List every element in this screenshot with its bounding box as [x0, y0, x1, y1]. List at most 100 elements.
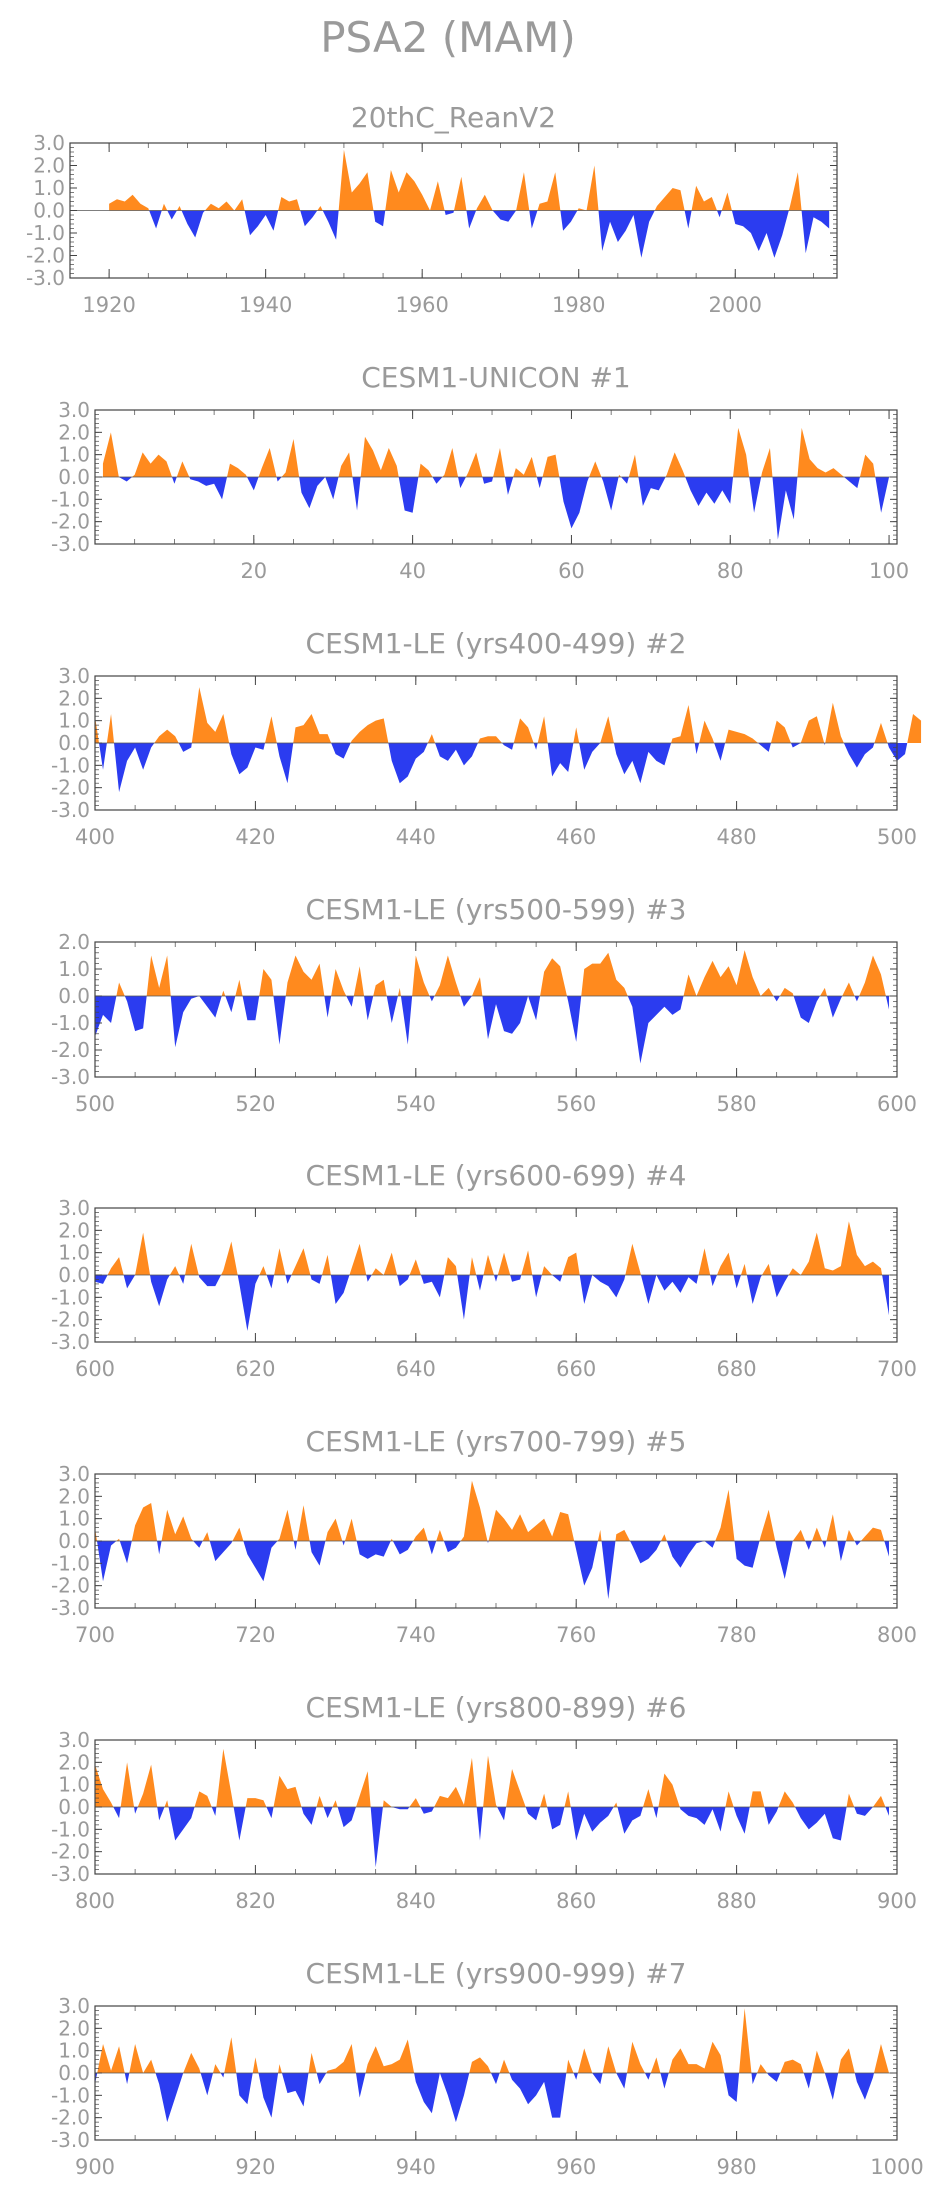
y-tick-label: -1.0: [51, 2083, 90, 2107]
panel-title: CESM1-LE (yrs900-999) #7: [306, 1957, 687, 1990]
y-tick-label: -2.0: [26, 244, 65, 268]
y-tick-label: 0.0: [58, 1795, 90, 1819]
x-tick-label: 780: [717, 1623, 757, 1647]
x-tick-label: 700: [877, 1357, 917, 1381]
negative-area: [95, 996, 889, 1064]
y-tick-label: -3.0: [51, 798, 90, 822]
panel-title: CESM1-LE (yrs600-699) #4: [306, 1159, 687, 1192]
y-tick-label: 2.0: [33, 154, 65, 178]
x-tick-label: 600: [75, 1357, 115, 1381]
y-tick-label: 0.0: [58, 465, 90, 489]
y-tick-label: -1.0: [26, 221, 65, 245]
y-tick-label: -3.0: [51, 532, 90, 556]
y-tick-label: 0.0: [58, 984, 90, 1008]
x-tick-label: 600: [877, 1092, 917, 1116]
x-tick-label: 500: [75, 1092, 115, 1116]
y-tick-label: 0.0: [33, 199, 65, 223]
y-tick-label: 2.0: [58, 420, 90, 444]
x-tick-label: 900: [75, 2155, 115, 2179]
y-tick-label: -2.0: [51, 1840, 90, 1864]
y-tick-label: 1.0: [58, 709, 90, 733]
x-tick-label: 820: [235, 1889, 275, 1913]
y-tick-label: -1.0: [51, 1817, 90, 1841]
positive-area: [95, 1480, 889, 1541]
panels-container: 20thC_ReanV23.02.01.00.0-1.0-2.0-3.01920…: [26, 101, 924, 2179]
positive-area: [109, 149, 830, 211]
y-tick-label: -3.0: [51, 1330, 90, 1354]
negative-area: [95, 2073, 889, 2123]
chart-panel-2: CESM1-UNICON #1 3.02.01.00.0-1.0-2.0-3.0 2…: [51, 361, 909, 583]
x-tick-label: 840: [396, 1889, 436, 1913]
y-tick-label: -2.0: [51, 2106, 90, 2130]
x-tick-label: 460: [556, 825, 596, 849]
x-tick-label: 420: [235, 825, 275, 849]
negative-area: [95, 1275, 889, 1331]
y-tick-label: -1.0: [51, 1011, 90, 1035]
positive-area: [95, 950, 889, 996]
x-tick-label: 60: [558, 559, 585, 583]
x-tick-label: 900: [877, 1889, 917, 1913]
y-tick-label: 3.0: [58, 1462, 90, 1486]
x-tick-label: 980: [717, 2155, 757, 2179]
x-tick-label: 800: [75, 1889, 115, 1913]
y-tick-label: 0.0: [58, 2061, 90, 2085]
y-tick-label: 0.0: [58, 731, 90, 755]
x-tick-label: 720: [235, 1623, 275, 1647]
y-tick-label: 1.0: [58, 443, 90, 467]
chart-panel-4: CESM1-LE (yrs500-599) #3 2.0 1.0 0.0 -1.0 -2.…: [51, 893, 917, 1116]
negative-area: [95, 1541, 889, 1600]
x-tick-label: 680: [717, 1357, 757, 1381]
y-tick-label: -3.0: [51, 1862, 90, 1886]
x-tick-label: 440: [396, 825, 436, 849]
panel-title: CESM1-LE (yrs400-499) #2: [306, 627, 687, 660]
x-tick-label: 400: [75, 825, 115, 849]
y-tick-label: -3.0: [51, 1596, 90, 1620]
y-tick-label: 1.0: [58, 957, 90, 981]
x-tick-label: 80: [717, 559, 744, 583]
x-tick-label: 580: [717, 1092, 757, 1116]
chart-panel-3: CESM1-LE (yrs400-499) #2 3.02.01.00.0-1.0…: [51, 627, 922, 849]
y-tick-label: 1.0: [58, 2039, 90, 2063]
y-tick-label: 0.0: [58, 1529, 90, 1553]
y-tick-label: 1.0: [58, 1241, 90, 1265]
figure-title: PSA2 (MAM): [320, 13, 576, 62]
positive-area: [102, 427, 890, 477]
x-tick-label: 660: [556, 1357, 596, 1381]
panel-title: CESM1-LE (yrs700-799) #5: [306, 1425, 687, 1458]
chart-panel-6: CESM1-LE (yrs700-799) #5 3.02.01.00.0-1.0…: [51, 1425, 917, 1647]
y-tick-label: 3.0: [58, 398, 90, 422]
panel-title: CESM1-LE (yrs800-899) #6: [306, 1691, 687, 1724]
x-tick-label: 960: [556, 2155, 596, 2179]
x-tick-label: 540: [396, 1092, 436, 1116]
positive-area: [95, 687, 922, 743]
x-tick-label: 20: [240, 559, 267, 583]
chart-panel-1: 20thC_ReanV2 3.02.01.00.0-1.0-2.0-3.0 1920…: [26, 101, 838, 317]
x-tick-label: 560: [556, 1092, 596, 1116]
y-tick-label: -2.0: [51, 1038, 90, 1062]
x-tick-label: 1960: [395, 293, 448, 317]
x-tick-label: 940: [396, 2155, 436, 2179]
positive-area: [95, 1748, 889, 1807]
y-tick-label: -3.0: [51, 2128, 90, 2152]
x-tick-label: 1980: [552, 293, 605, 317]
y-tick-label: -2.0: [51, 510, 90, 534]
y-tick-label: 2.0: [58, 2016, 90, 2040]
y-tick-label: 2.0: [58, 686, 90, 710]
y-tick-label: 3.0: [58, 1196, 90, 1220]
panel-title: 20thC_ReanV2: [351, 101, 556, 134]
y-tick-label: -3.0: [26, 266, 65, 290]
chart-panel-8: CESM1-LE (yrs900-999) #7 3.02.01.00.0-1.0…: [51, 1957, 924, 2179]
positive-area: [95, 2008, 889, 2073]
y-tick-label: -1.0: [51, 753, 90, 777]
y-tick-label: 1.0: [58, 1773, 90, 1797]
y-tick-label: -3.0: [51, 1065, 90, 1089]
panel-title: CESM1-UNICON #1: [361, 361, 631, 394]
y-tick-label: -2.0: [51, 1574, 90, 1598]
y-tick-label: 2.0: [58, 1484, 90, 1508]
x-tick-label: 620: [235, 1357, 275, 1381]
y-tick-label: 2.0: [58, 1750, 90, 1774]
x-tick-label: 1000: [870, 2155, 923, 2179]
y-tick-label: -1.0: [51, 1551, 90, 1575]
y-tick-label: 1.0: [58, 1507, 90, 1531]
